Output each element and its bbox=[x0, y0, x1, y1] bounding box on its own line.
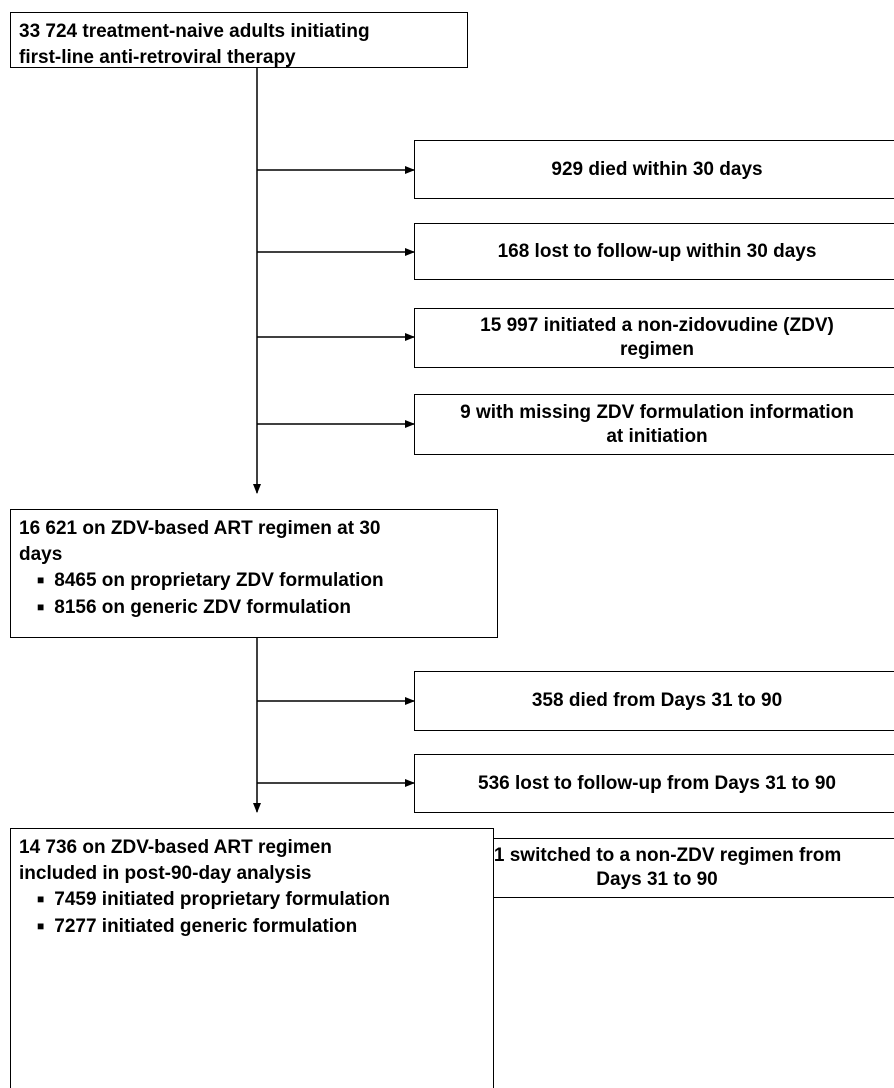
list-item: 8156 on generic ZDV formulation bbox=[37, 595, 489, 622]
cohort-line-1: 16 621 on ZDV-based ART regimen at 30 bbox=[19, 518, 381, 539]
exclusion-box-switched: 991 switched to a non-ZDV regimen from D… bbox=[414, 838, 894, 898]
final-line-1: 14 736 on ZDV-based ART regimen bbox=[19, 837, 332, 858]
exclusion-text: 168 lost to follow-up within 30 days bbox=[497, 240, 817, 262]
formulation-list: 8465 on proprietary ZDV formulation 8156… bbox=[19, 568, 489, 622]
exclusion-text-line-2: Days 31 to 90 bbox=[596, 869, 718, 890]
exclusion-text-line-2: at initiation bbox=[606, 425, 708, 447]
exclusion-box-died-30d: 929 died within 30 days bbox=[414, 140, 894, 199]
start-line-2: first-line anti-retroviral therapy bbox=[19, 47, 296, 68]
list-item: 7277 initiated generic formulation bbox=[37, 914, 485, 941]
final-analysis-box: 14 736 on ZDV-based ART regimen included… bbox=[10, 828, 494, 1088]
list-item: 7459 initiated proprietary formulation bbox=[37, 887, 485, 914]
exclusion-text-line-1: 9 with missing ZDV formulation informati… bbox=[460, 401, 854, 423]
exclusion-box-ltfu-30d: 168 lost to follow-up within 30 days bbox=[414, 223, 894, 280]
start-line-1: 33 724 treatment-naive adults initiating bbox=[19, 21, 370, 42]
start-cohort-box: 33 724 treatment-naive adults initiating… bbox=[10, 12, 468, 68]
list-item: 8465 on proprietary ZDV formulation bbox=[37, 568, 489, 595]
final-line-2: included in post-90-day analysis bbox=[19, 863, 312, 884]
exclusion-box-missing-info: 9 with missing ZDV formulation informati… bbox=[414, 394, 894, 455]
exclusion-text-line-1: 15 997 initiated a non-zidovudine (ZDV) bbox=[480, 315, 834, 336]
exclusion-text: 536 lost to follow-up from Days 31 to 90 bbox=[478, 772, 836, 794]
cohort-line-2: days bbox=[19, 544, 63, 565]
exclusion-text-line-2: regimen bbox=[620, 339, 694, 360]
cohort-30-days-box: 16 621 on ZDV-based ART regimen at 30 da… bbox=[10, 509, 498, 638]
exclusion-text: 358 died from Days 31 to 90 bbox=[531, 690, 783, 711]
exclusion-text: 929 died within 30 days bbox=[551, 158, 763, 180]
exclusion-text-line-1: 991 switched to a non-ZDV regimen from bbox=[472, 845, 842, 866]
exclusion-box-ltfu-31-90: 536 lost to follow-up from Days 31 to 90 bbox=[414, 754, 894, 813]
formulation-list: 7459 initiated proprietary formulation 7… bbox=[19, 887, 485, 941]
exclusion-box-died-31-90: 358 died from Days 31 to 90 bbox=[414, 671, 894, 731]
exclusion-box-non-zdv: 15 997 initiated a non-zidovudine (ZDV) … bbox=[414, 308, 894, 368]
